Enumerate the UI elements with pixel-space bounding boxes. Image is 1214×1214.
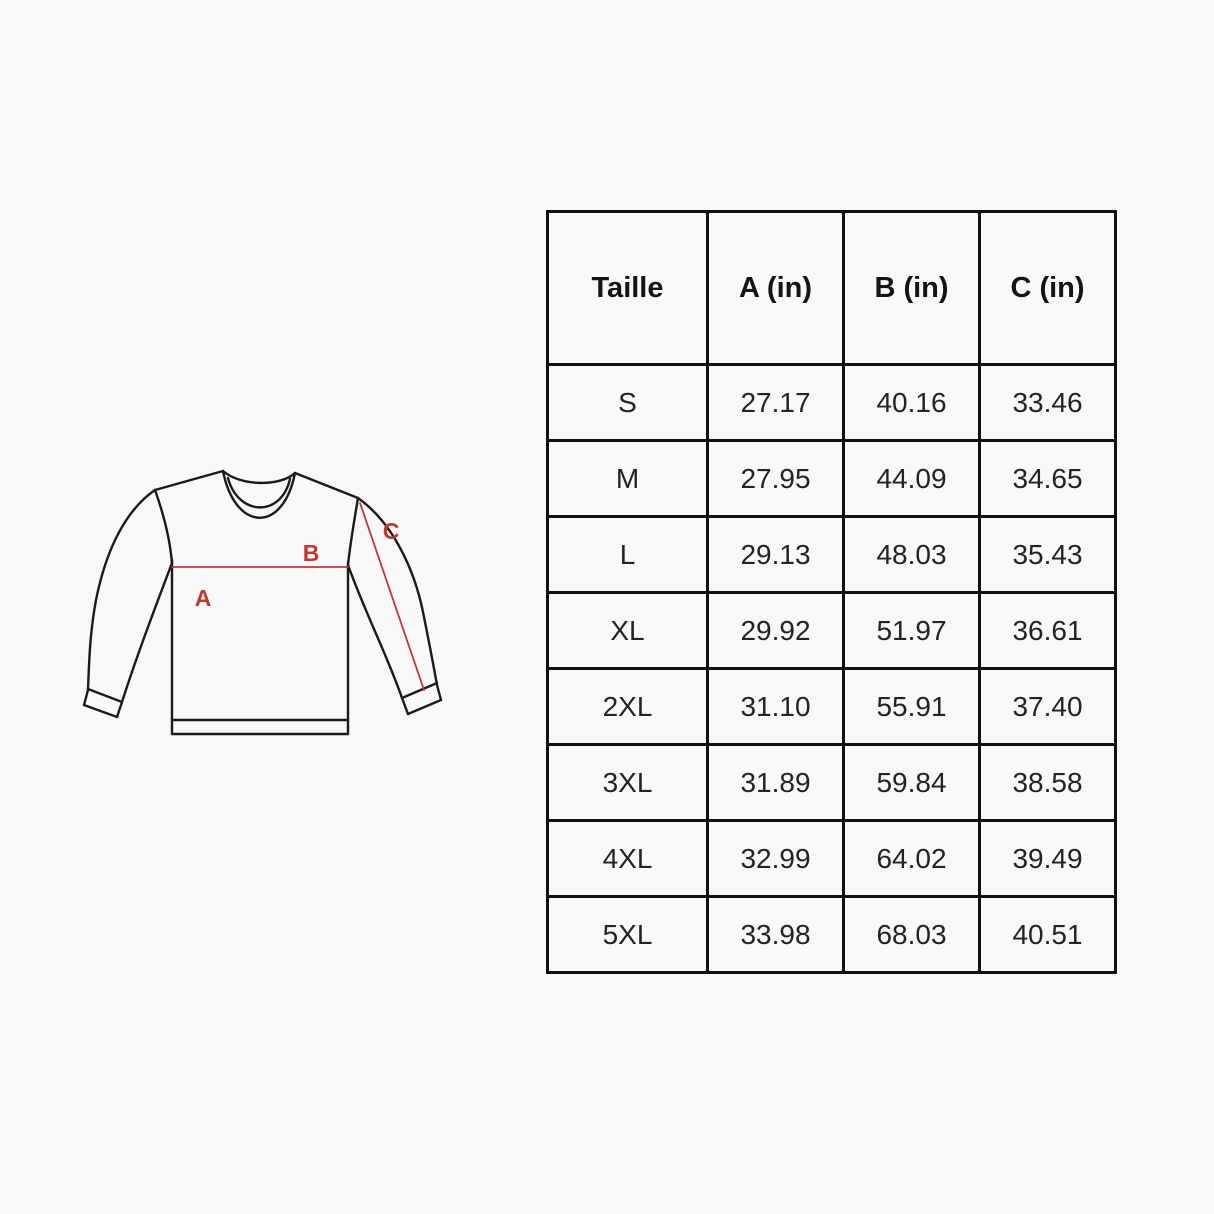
measurement-cell: 33.98 <box>706 895 845 974</box>
size-cell: 3XL <box>546 743 709 822</box>
measurement-cell: 37.40 <box>978 667 1117 746</box>
sweatshirt-outline <box>82 469 443 736</box>
column-header-b: B (in) <box>842 210 981 366</box>
measurement-cell: 51.97 <box>842 591 981 670</box>
left-shoulder-seam <box>153 469 225 492</box>
measurement-cell: 48.03 <box>842 515 981 594</box>
measurement-cell: 64.02 <box>842 819 981 898</box>
size-cell: S <box>546 363 709 442</box>
measurement-cell: 35.43 <box>978 515 1117 594</box>
size-cell: 5XL <box>546 895 709 974</box>
column-header-c: C (in) <box>978 210 1117 366</box>
left-cuff-line <box>86 687 124 704</box>
measurement-cell: 29.92 <box>706 591 845 670</box>
collar-back-arc <box>221 469 297 485</box>
sweatshirt-measurement-diagram: A B C <box>75 450 460 750</box>
size-cell: L <box>546 515 709 594</box>
right-cuff-line <box>400 681 439 700</box>
measurement-cell: 38.58 <box>978 743 1117 822</box>
measure-label-b: B <box>303 540 320 566</box>
right-sleeve-outer-edge <box>356 496 443 702</box>
measurement-cell: 39.49 <box>978 819 1117 898</box>
table-row: S 27.17 40.16 33.46 <box>546 363 1117 442</box>
size-cell: 4XL <box>546 819 709 898</box>
size-chart-header: Taille A (in) B (in) C (in) <box>546 210 1117 366</box>
sleeve-measure-line <box>359 502 425 691</box>
collar-inner-arc <box>226 476 292 509</box>
table-row: 5XL 33.98 68.03 40.51 <box>546 895 1117 974</box>
measurement-cell: 27.17 <box>706 363 845 442</box>
column-header-a: A (in) <box>706 210 845 366</box>
size-cell: 2XL <box>546 667 709 746</box>
measure-label-c: C <box>383 518 400 544</box>
left-sleeve-inner-edge <box>115 561 174 719</box>
size-chart-table: Taille A (in) B (in) C (in) S 27.17 40.1… <box>546 210 1117 974</box>
measurement-cell: 32.99 <box>706 819 845 898</box>
header-row: Taille A (in) B (in) C (in) <box>546 210 1117 366</box>
measurement-cell: 27.95 <box>706 439 845 518</box>
measurement-cell: 59.84 <box>842 743 981 822</box>
measurement-cell: 40.51 <box>978 895 1117 974</box>
sweatshirt-outline-drawing: A B C <box>82 469 443 736</box>
left-armhole-seam <box>153 488 174 565</box>
table-row: 2XL 31.10 55.91 37.40 <box>546 667 1117 746</box>
measure-label-a: A <box>195 585 212 611</box>
left-sleeve-outer-edge <box>82 488 157 707</box>
measurement-cell: 34.65 <box>978 439 1117 518</box>
table-row: XL 29.92 51.97 36.61 <box>546 591 1117 670</box>
measurement-cell: 44.09 <box>842 439 981 518</box>
table-row: 3XL 31.89 59.84 38.58 <box>546 743 1117 822</box>
right-sleeve-inner-edge <box>346 563 410 716</box>
left-sleeve-end-cap <box>82 703 119 719</box>
measurement-cell: 33.46 <box>978 363 1117 442</box>
measurement-cell: 31.89 <box>706 743 845 822</box>
right-sleeve-end-cap <box>406 698 443 716</box>
size-cell: XL <box>546 591 709 670</box>
measurement-cell: 68.03 <box>842 895 981 974</box>
measurement-cell: 40.16 <box>842 363 981 442</box>
right-shoulder-seam <box>293 471 360 500</box>
measurement-cell: 36.61 <box>978 591 1117 670</box>
collar-outer-arc <box>221 469 297 519</box>
measurement-cell: 31.10 <box>706 667 845 746</box>
measurement-marks: A B C <box>171 502 425 691</box>
table-row: M 27.95 44.09 34.65 <box>546 439 1117 518</box>
table-row: L 29.13 48.03 35.43 <box>546 515 1117 594</box>
size-cell: M <box>546 439 709 518</box>
measurement-cell: 55.91 <box>842 667 981 746</box>
column-header-size: Taille <box>546 210 709 366</box>
right-armhole-seam <box>346 496 360 567</box>
size-chart-body: S 27.17 40.16 33.46 M 27.95 44.09 34.65 … <box>546 363 1117 974</box>
table-row: 4XL 32.99 64.02 39.49 <box>546 819 1117 898</box>
measurement-cell: 29.13 <box>706 515 845 594</box>
